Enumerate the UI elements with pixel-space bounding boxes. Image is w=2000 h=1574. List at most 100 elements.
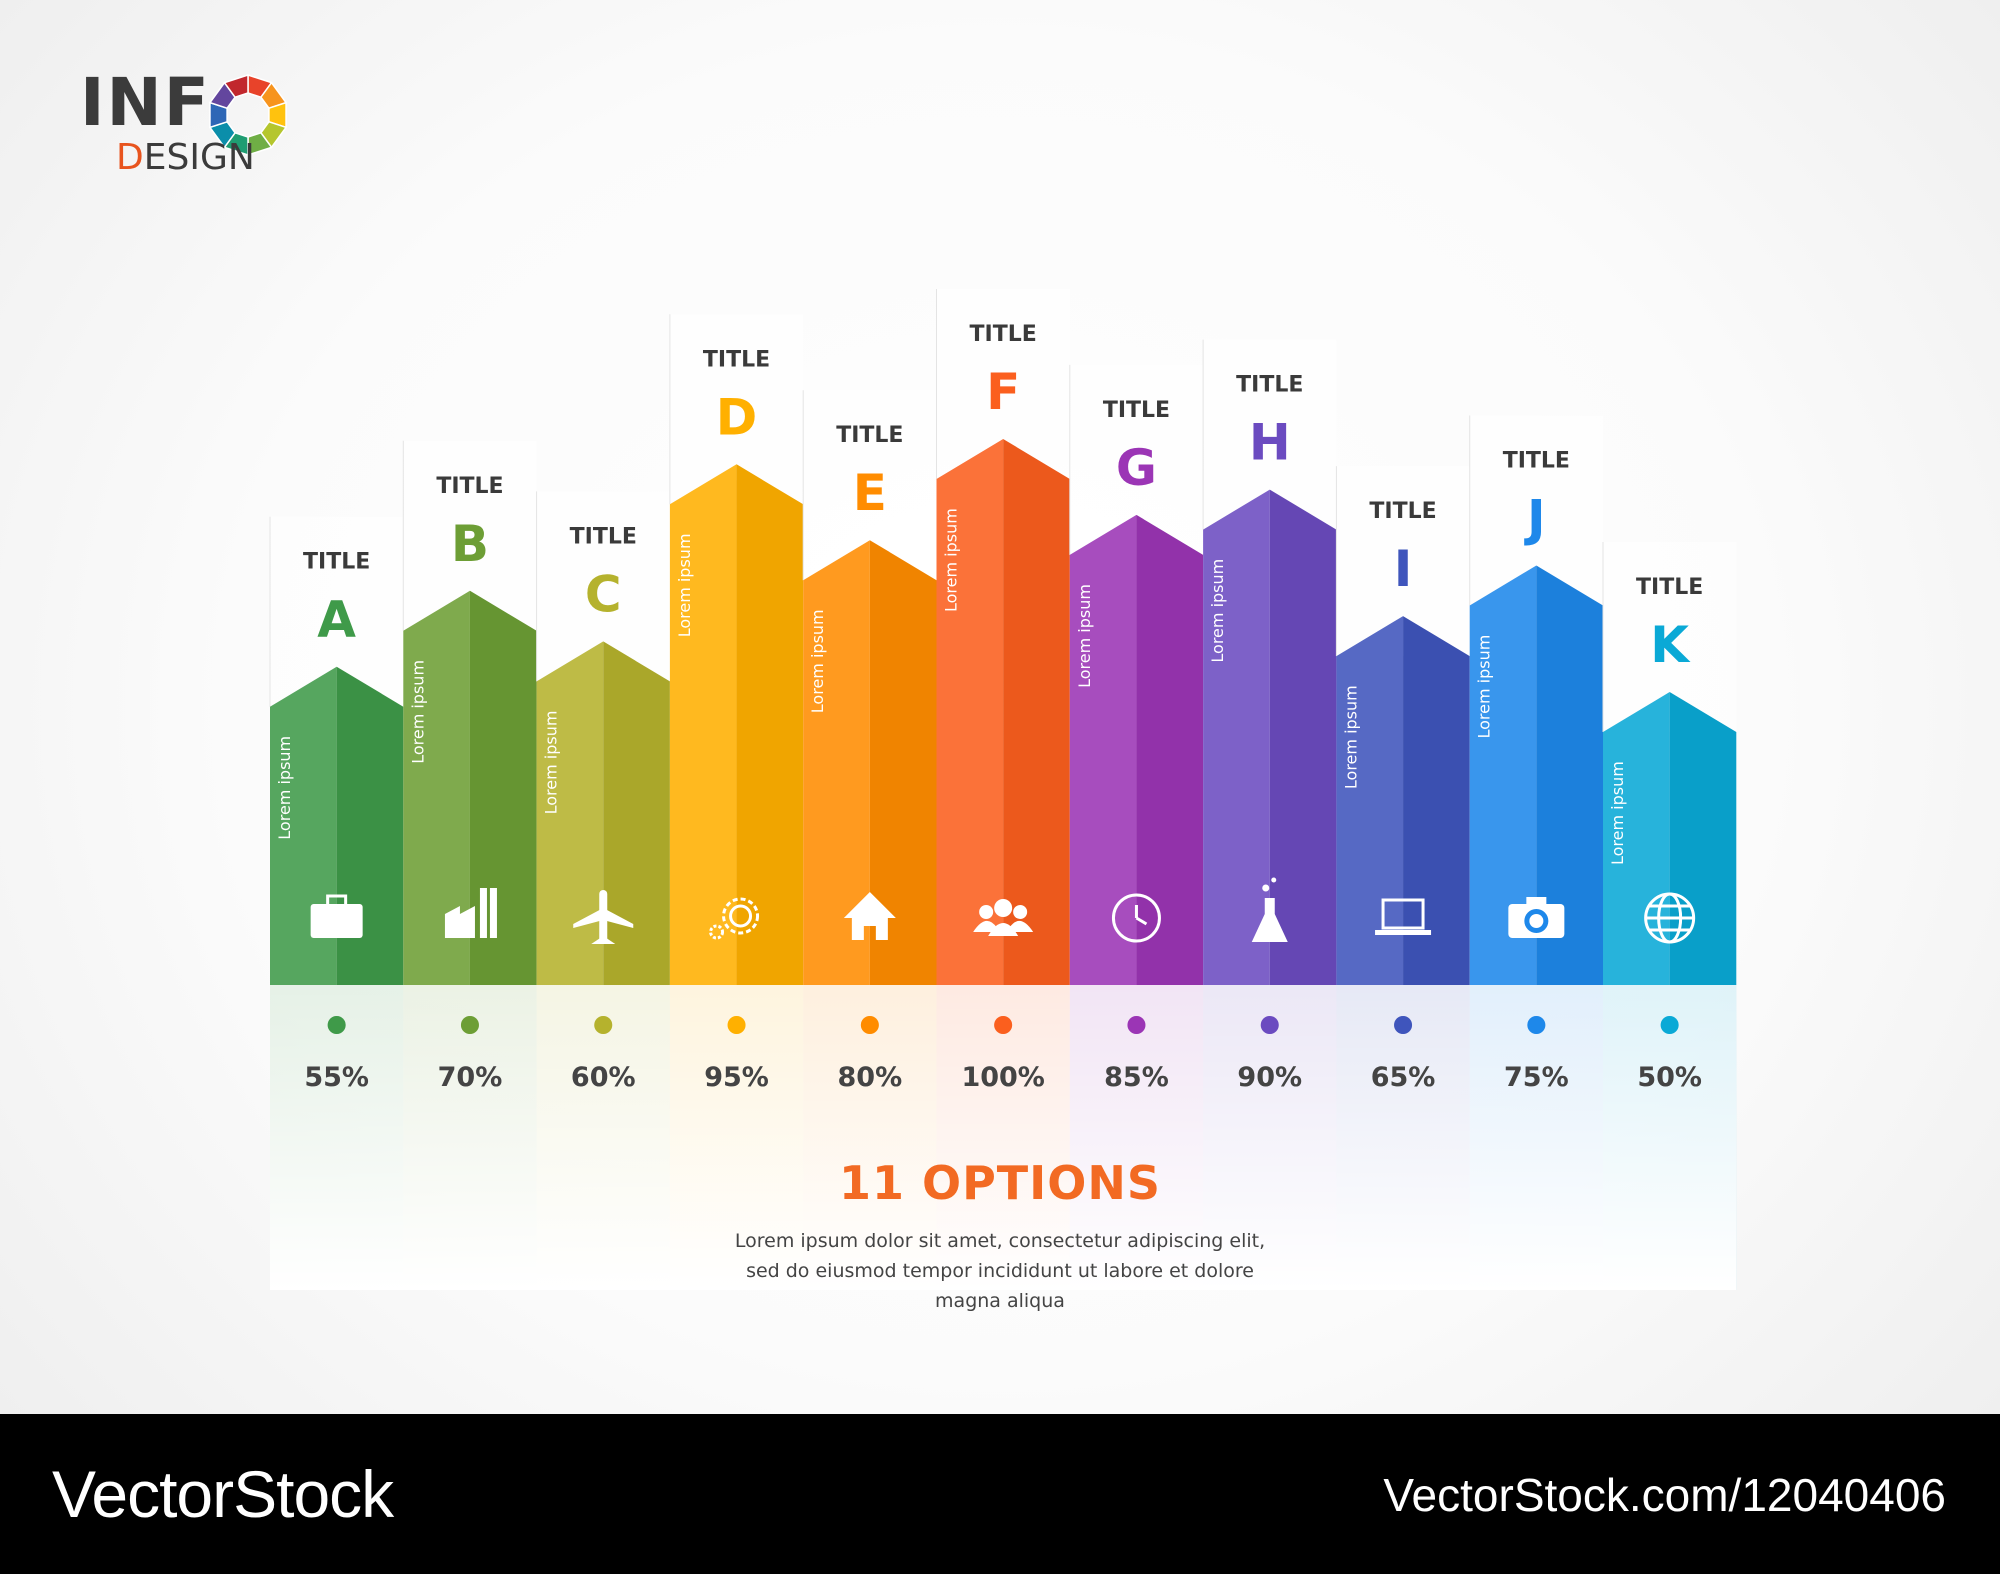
bar-face-left <box>403 590 470 985</box>
bar-title: TITLE <box>570 524 637 549</box>
bar-letter: B <box>451 515 489 573</box>
bar-title: TITLE <box>970 322 1037 347</box>
summary-line: sed do eiusmod tempor incididunt ut labo… <box>746 1260 1254 1282</box>
summary-title: 11 OPTIONS <box>838 1156 1162 1210</box>
bar-face-right <box>603 641 670 985</box>
bar-vertical-label: Lorem ipsum <box>808 609 827 713</box>
value-label: 60% <box>571 1062 636 1093</box>
bar-face-right <box>1136 514 1204 985</box>
bar-letter: I <box>1394 540 1413 598</box>
bar-vertical-label: Lorem ipsum <box>1608 761 1627 865</box>
bar-face-right <box>1536 565 1603 985</box>
bar-vertical-label: Lorem ipsum <box>408 660 427 764</box>
summary-line: magna aliqua <box>935 1290 1065 1312</box>
footer-url: VectorStock.com/12040406 <box>1383 1469 1946 1521</box>
bar-letter: F <box>986 363 1020 421</box>
value-dot <box>327 1016 346 1034</box>
bar-vertical-label: Lorem ipsum <box>542 711 561 815</box>
value-label: 80% <box>838 1062 903 1093</box>
value-dot <box>1527 1016 1546 1034</box>
bar-letter: K <box>1650 616 1691 674</box>
bar-face-left <box>936 439 1004 985</box>
house-icon <box>843 892 896 940</box>
bar-letter: A <box>317 591 356 649</box>
bar-title: TITLE <box>1636 575 1703 600</box>
people-icon <box>973 899 1034 936</box>
value-label: 65% <box>1371 1062 1436 1093</box>
bar-vertical-label: Lorem ipsum <box>1475 635 1494 739</box>
value-dot <box>1260 1016 1279 1034</box>
bar-face-left <box>1069 514 1137 985</box>
bar-letter: E <box>853 464 887 522</box>
bar-vertical-label: Lorem ipsum <box>1208 559 1227 663</box>
bar-title: TITLE <box>1369 499 1436 524</box>
bar-vertical-label: Lorem ipsum <box>675 533 694 637</box>
bar-title: TITLE <box>1236 373 1303 398</box>
value-dot <box>1660 1016 1679 1034</box>
bar-face-left <box>1603 692 1670 985</box>
globe-icon <box>1644 892 1696 944</box>
value-label: 55% <box>304 1062 369 1093</box>
summary-line: Lorem ipsum dolor sit amet, consectetur … <box>734 1230 1266 1252</box>
bar-face-right <box>1003 439 1070 985</box>
gears-icon <box>709 897 760 940</box>
bar-face-right <box>1669 692 1737 985</box>
logo-text-design: DESIGN <box>116 137 255 178</box>
bar-face-right <box>736 464 804 985</box>
bar-title: TITLE <box>436 474 503 499</box>
bar-face-left <box>803 540 870 985</box>
briefcase-icon <box>310 894 363 938</box>
bar-vertical-label: Lorem ipsum <box>1075 584 1094 688</box>
bar-face-right <box>469 590 537 985</box>
laptop-icon <box>1375 898 1432 935</box>
bar-vertical-label: Lorem ipsum <box>275 736 294 840</box>
bar-face-left <box>536 641 604 985</box>
clock-icon <box>1111 893 1161 943</box>
bar-vertical-label: Lorem ipsum <box>1341 685 1360 789</box>
value-label: 100% <box>961 1062 1044 1093</box>
value-dot <box>460 1016 479 1034</box>
logo-text-inf: INF <box>80 64 211 141</box>
value-dot <box>727 1016 746 1034</box>
bar-letter: C <box>585 565 622 623</box>
camera-icon <box>1508 897 1565 938</box>
bar-letter: D <box>716 388 758 446</box>
logo-ring-icon <box>208 73 288 157</box>
bar-face-left <box>669 464 737 985</box>
footer-bar: VectorStock VectorStock.com/12040406 <box>0 1414 2000 1574</box>
value-dot <box>994 1016 1013 1034</box>
value-label: 75% <box>1504 1062 1569 1093</box>
bar-title: TITLE <box>303 550 370 575</box>
bar-letter: J <box>1524 490 1546 548</box>
bar-title: TITLE <box>1503 449 1570 474</box>
bar-face-left <box>1203 489 1270 985</box>
value-label: 85% <box>1104 1062 1169 1093</box>
value-dot <box>1127 1016 1146 1034</box>
bar-face-right <box>869 540 937 985</box>
value-label: 50% <box>1637 1062 1702 1093</box>
bar-letter: H <box>1249 414 1291 472</box>
value-dot <box>860 1016 879 1034</box>
factory-icon <box>444 888 497 938</box>
flask-icon <box>1251 877 1288 942</box>
footer-brand: VectorStock <box>52 1457 394 1531</box>
bar-face-right <box>1403 616 1470 985</box>
airplane-icon <box>573 890 634 944</box>
reflection-fade <box>270 985 1737 1290</box>
value-label: 70% <box>438 1062 503 1093</box>
bar-vertical-label: Lorem ipsum <box>942 508 961 612</box>
bar-title: TITLE <box>836 423 903 448</box>
bar-title: TITLE <box>1103 398 1170 423</box>
summary-description: Lorem ipsum dolor sit amet, consectetur … <box>700 1226 1300 1316</box>
value-label: 90% <box>1237 1062 1302 1093</box>
bar-face-right <box>1269 489 1337 985</box>
logo: INF DESIGN <box>80 66 310 176</box>
bar-title: TITLE <box>703 347 770 372</box>
value-dot <box>1394 1016 1413 1034</box>
bar-face-left <box>1469 565 1537 985</box>
value-label: 95% <box>704 1062 769 1093</box>
value-dot <box>594 1016 613 1034</box>
bar-face-left <box>1336 616 1404 985</box>
bar-letter: G <box>1116 439 1157 497</box>
logo-ring-segment <box>223 73 249 99</box>
